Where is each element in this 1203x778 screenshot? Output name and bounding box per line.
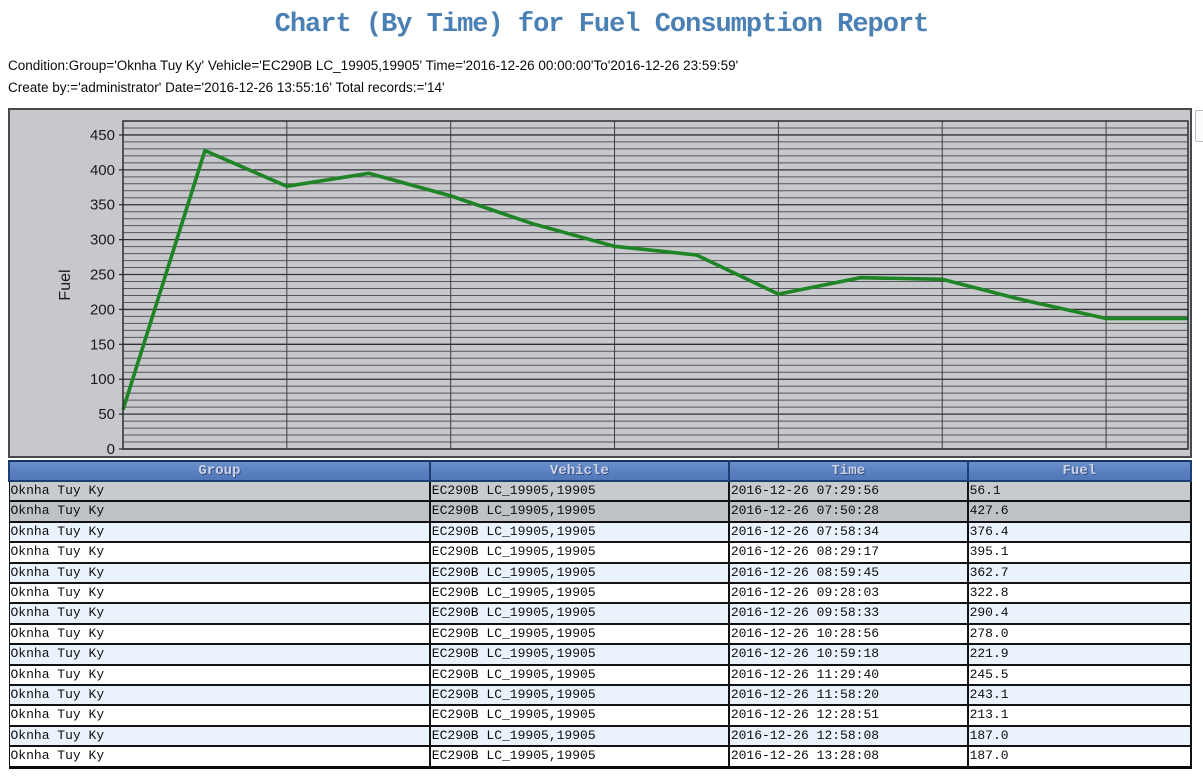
cell-fuel: 290.4 <box>967 602 1193 625</box>
cell-fuel: 376.4 <box>967 520 1193 544</box>
cell-group: Oknha Tuy Ky <box>8 622 431 646</box>
cell-fuel: 362.7 <box>967 561 1193 585</box>
table-row[interactable]: Oknha Tuy Ky EC290B LC_19905,19905 2016-12… <box>8 479 1193 503</box>
column-header-vehicle[interactable]: Vehicle <box>428 460 730 482</box>
cell-vehicle: EC290B LC_19905,19905 <box>429 500 730 523</box>
cell-group: Oknha Tuy Ky <box>8 541 431 564</box>
svg-text:400: 400 <box>90 162 115 179</box>
cell-time: 2016-12-26 11:29:40 <box>728 663 969 687</box>
svg-text:250: 250 <box>90 267 115 284</box>
cell-time: 2016-12-26 09:58:33 <box>728 602 969 625</box>
cell-vehicle: EC290B LC_19905,19905 <box>429 704 730 727</box>
table-row[interactable]: Oknha Tuy Ky EC290B LC_19905,19905 2016-12… <box>8 724 1193 748</box>
cell-vehicle: EC290B LC_19905,19905 <box>429 622 730 646</box>
cell-fuel: 187.0 <box>967 745 1193 769</box>
cell-time: 2016-12-26 07:50:28 <box>728 500 969 523</box>
svg-text:300: 300 <box>90 232 115 249</box>
cell-group: Oknha Tuy Ky <box>8 643 431 666</box>
cell-vehicle: EC290B LC_19905,19905 <box>429 643 730 666</box>
create-line: Create by:='administrator' Date='2016-12… <box>8 80 445 95</box>
cell-time: 2016-12-26 10:59:18 <box>728 643 969 666</box>
table-row[interactable]: Oknha Tuy Ky EC290B LC_19905,19905 2016-12… <box>8 541 1193 564</box>
cell-time: 2016-12-26 12:28:51 <box>728 704 969 727</box>
cell-time: 2016-12-26 08:29:17 <box>728 541 969 564</box>
svg-text:50: 50 <box>98 406 115 423</box>
cell-vehicle: EC290B LC_19905,19905 <box>429 561 730 585</box>
cell-group: Oknha Tuy Ky <box>8 663 431 687</box>
column-header-group[interactable]: Group <box>8 460 431 482</box>
cell-fuel: 395.1 <box>967 541 1193 564</box>
scrollbar-thumb[interactable] <box>1195 110 1203 142</box>
cell-fuel: 322.8 <box>967 582 1193 605</box>
table-row[interactable]: Oknha Tuy Ky EC290B LC_19905,19905 2016-12… <box>8 582 1193 605</box>
cell-group: Oknha Tuy Ky <box>8 704 431 727</box>
cell-group: Oknha Tuy Ky <box>8 500 431 523</box>
cell-time: 2016-12-26 12:58:08 <box>728 724 969 748</box>
cell-time: 2016-12-26 11:58:20 <box>728 684 969 707</box>
vertical-scrollbar[interactable] <box>1195 110 1203 440</box>
svg-text:Fuel: Fuel <box>57 269 74 300</box>
cell-vehicle: EC290B LC_19905,19905 <box>429 684 730 707</box>
svg-text:350: 350 <box>90 197 115 214</box>
table-row[interactable]: Oknha Tuy Ky EC290B LC_19905,19905 2016-12… <box>8 643 1193 666</box>
cell-group: Oknha Tuy Ky <box>8 602 431 625</box>
table-row[interactable]: Oknha Tuy Ky EC290B LC_19905,19905 2016-12… <box>8 663 1193 687</box>
cell-time: 2016-12-26 08:59:45 <box>728 561 969 585</box>
table-row[interactable]: Oknha Tuy Ky EC290B LC_19905,19905 2016-12… <box>8 622 1193 646</box>
cell-fuel: 427.6 <box>967 500 1193 523</box>
svg-text:200: 200 <box>90 301 115 318</box>
cell-fuel: 243.1 <box>967 684 1193 707</box>
cell-fuel: 278.0 <box>967 622 1193 646</box>
cell-group: Oknha Tuy Ky <box>8 520 431 544</box>
cell-fuel: 213.1 <box>967 704 1193 727</box>
svg-text:0: 0 <box>107 441 115 456</box>
cell-fuel: 245.5 <box>967 663 1193 687</box>
table-row[interactable]: Oknha Tuy Ky EC290B LC_19905,19905 2016-12… <box>8 684 1193 707</box>
cell-group: Oknha Tuy Ky <box>8 479 431 503</box>
cell-group: Oknha Tuy Ky <box>8 561 431 585</box>
cell-time: 2016-12-26 10:28:56 <box>728 622 969 646</box>
table-header-row: Group Vehicle Time Fuel <box>8 460 1193 482</box>
cell-time: 2016-12-26 07:58:34 <box>728 520 969 544</box>
cell-vehicle: EC290B LC_19905,19905 <box>429 602 730 625</box>
cell-vehicle: EC290B LC_19905,19905 <box>429 724 730 748</box>
cell-vehicle: EC290B LC_19905,19905 <box>429 745 730 769</box>
cell-fuel: 187.0 <box>967 724 1193 748</box>
column-header-fuel[interactable]: Fuel <box>966 460 1193 482</box>
fuel-report-table: Group Vehicle Time Fuel Oknha Tuy Ky EC290B … <box>8 460 1193 769</box>
column-header-time[interactable]: Time <box>727 460 969 482</box>
cell-group: Oknha Tuy Ky <box>8 684 431 707</box>
fuel-line-chart: 0 50 100 150 200 250 300 350 400 450 Fuel <box>57 120 1189 456</box>
table-row[interactable]: Oknha Tuy Ky EC290B LC_19905,19905 2016-12… <box>8 520 1193 544</box>
table-row[interactable]: Oknha Tuy Ky EC290B LC_19905,19905 2016-12… <box>8 704 1193 727</box>
cell-group: Oknha Tuy Ky <box>8 582 431 605</box>
cell-vehicle: EC290B LC_19905,19905 <box>429 541 730 564</box>
condition-line: Condition:Group='Oknha Tuy Ky' Vehicle='… <box>8 58 739 73</box>
cell-vehicle: EC290B LC_19905,19905 <box>429 520 730 544</box>
cell-vehicle: EC290B LC_19905,19905 <box>429 582 730 605</box>
cell-fuel: 221.9 <box>967 643 1193 666</box>
cell-group: Oknha Tuy Ky <box>8 724 431 748</box>
cell-group: Oknha Tuy Ky <box>8 745 431 769</box>
cell-time: 2016-12-26 09:28:03 <box>728 582 969 605</box>
table-row[interactable]: Oknha Tuy Ky EC290B LC_19905,19905 2016-12… <box>8 561 1193 585</box>
table-row[interactable]: Oknha Tuy Ky EC290B LC_19905,19905 2016-12… <box>8 500 1193 523</box>
cell-time: 2016-12-26 13:28:08 <box>728 745 969 769</box>
table-row[interactable]: Oknha Tuy Ky EC290B LC_19905,19905 2016-12… <box>8 745 1193 769</box>
table-row[interactable]: Oknha Tuy Ky EC290B LC_19905,19905 2016-12… <box>8 602 1193 625</box>
cell-time: 2016-12-26 07:29:56 <box>728 479 969 503</box>
page-title: Chart (By Time) for Fuel Consumption Rep… <box>274 10 930 40</box>
cell-vehicle: EC290B LC_19905,19905 <box>429 479 730 503</box>
svg-text:100: 100 <box>90 371 115 388</box>
svg-text:150: 150 <box>90 336 115 353</box>
cell-fuel: 56.1 <box>967 479 1193 503</box>
svg-text:450: 450 <box>90 127 115 144</box>
cell-vehicle: EC290B LC_19905,19905 <box>429 663 730 687</box>
fuel-chart-panel: 0 50 100 150 200 250 300 350 400 450 Fuel <box>8 108 1192 458</box>
